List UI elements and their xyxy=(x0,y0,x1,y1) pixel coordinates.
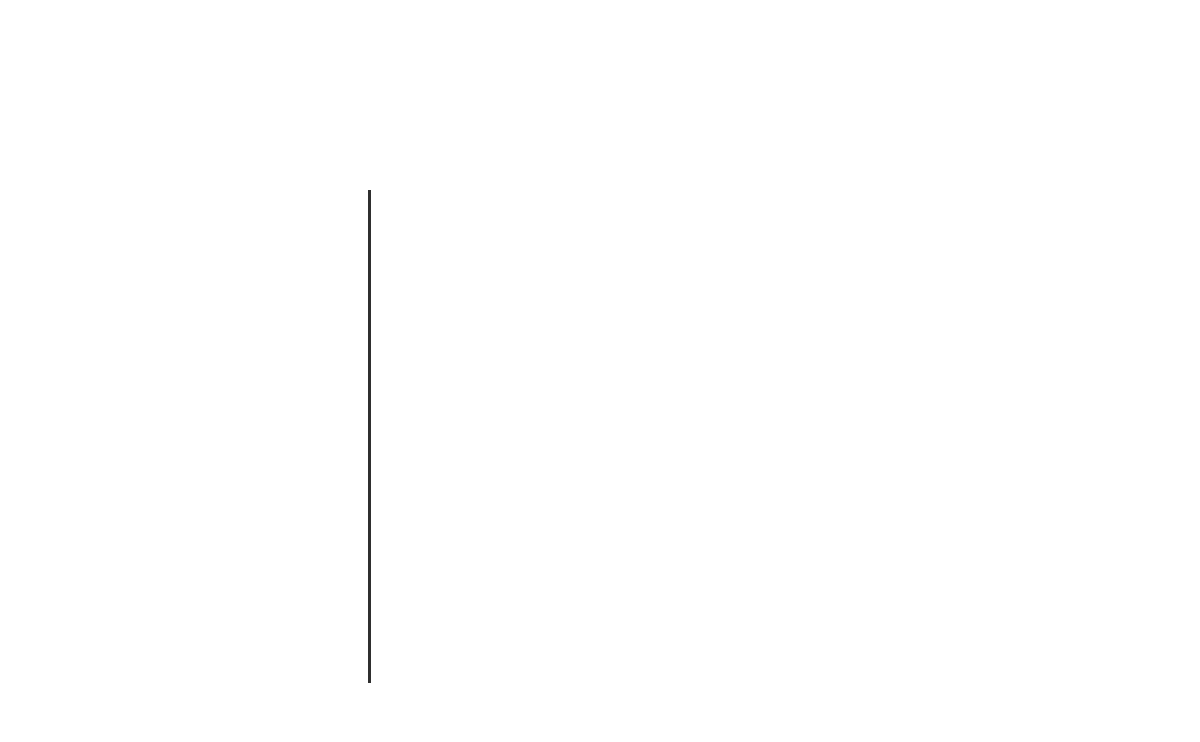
chart-figure xyxy=(0,0,1200,742)
plot-area xyxy=(0,0,1200,742)
y-axis-line xyxy=(368,190,371,683)
